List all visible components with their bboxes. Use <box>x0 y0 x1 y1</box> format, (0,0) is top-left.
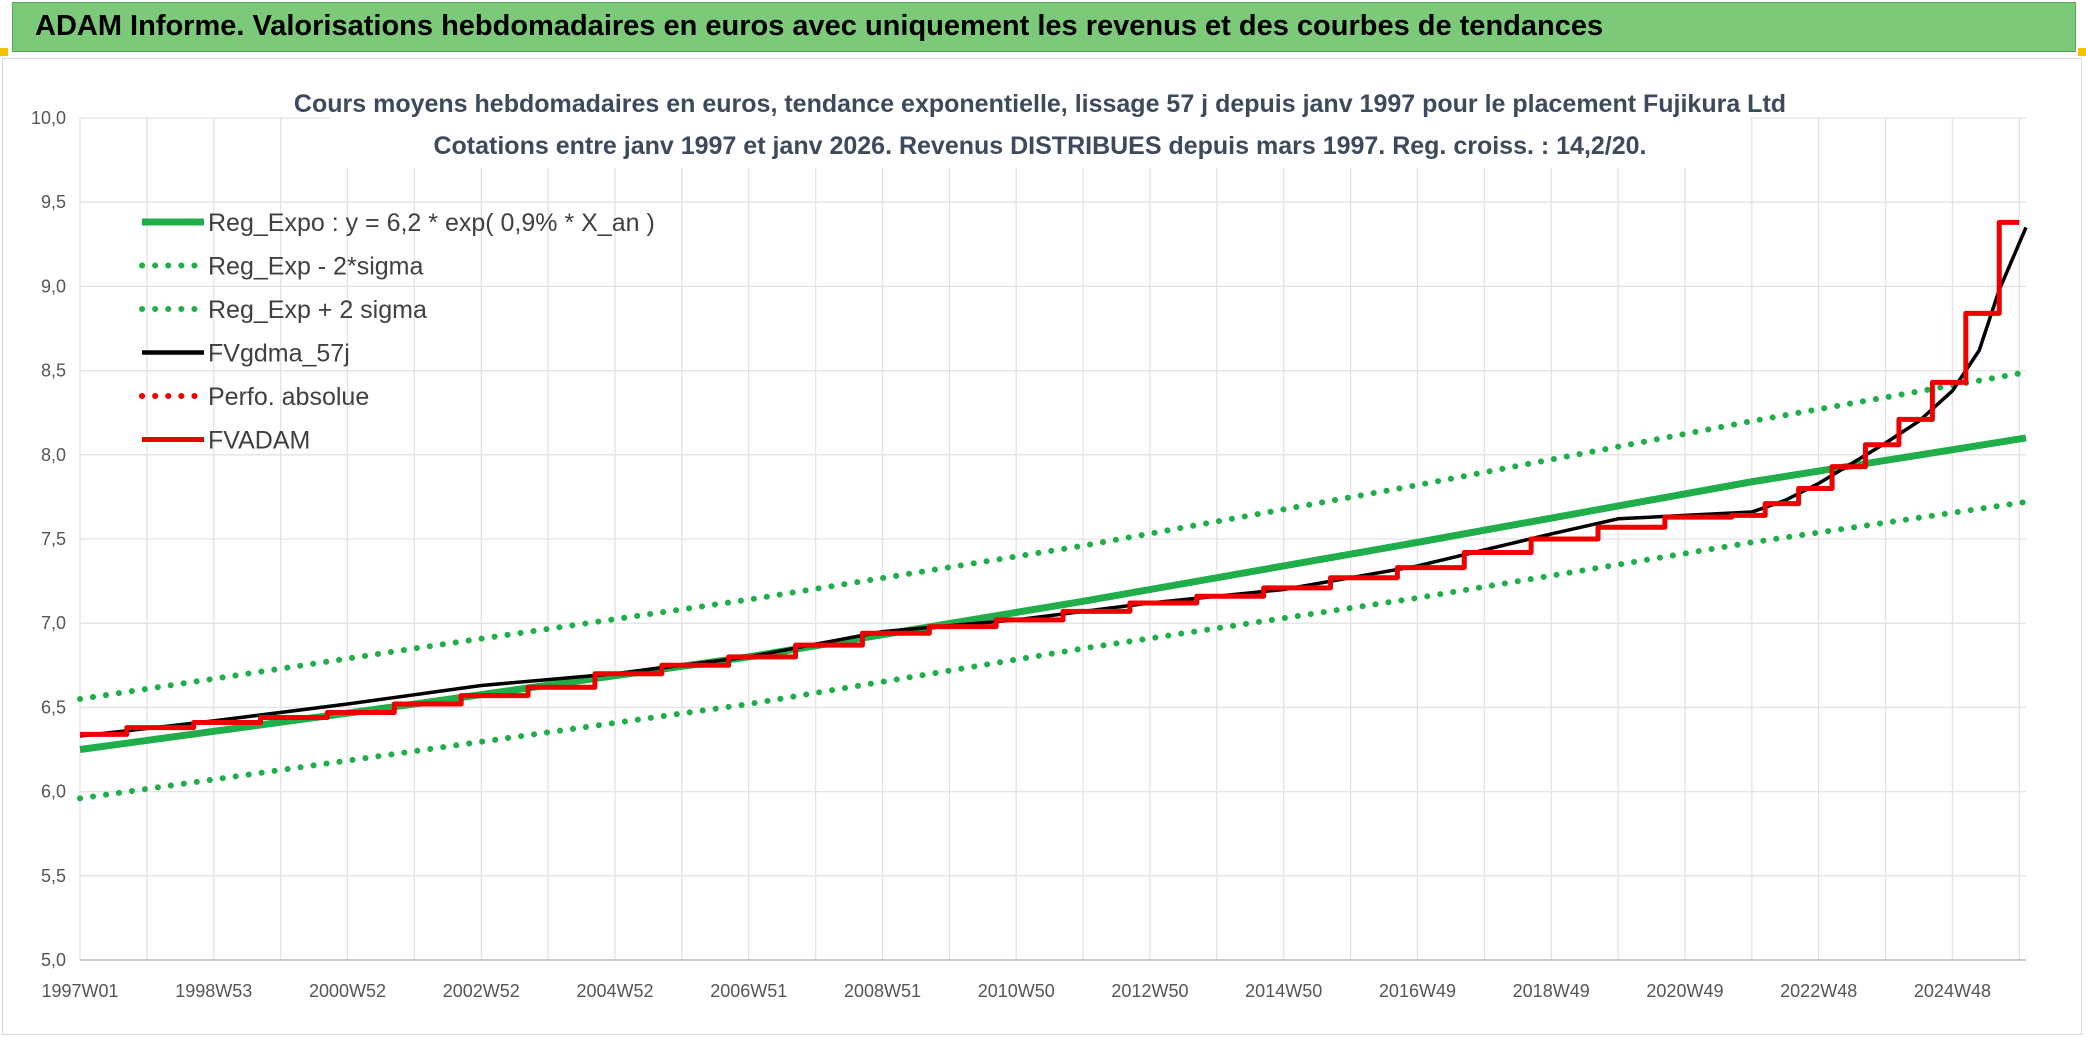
banner-title: ADAM Informe. Valorisations hebdomadaire… <box>35 10 1604 42</box>
x-tick-label: 2014W50 <box>1245 981 1322 1001</box>
x-tick-label: 2016W49 <box>1379 981 1456 1001</box>
x-tick-label: 2020W49 <box>1646 981 1723 1001</box>
series-line-1 <box>77 498 2029 802</box>
y-tick-label: 7,0 <box>41 613 66 633</box>
legend: Reg_Expo : y = 6,2 * exp( 0,9% * X_an ) R… <box>139 209 655 455</box>
x-tick-label: 2010W50 <box>978 981 1055 1001</box>
corner-marker-right <box>2078 48 2086 56</box>
y-tick-label: 6,0 <box>41 782 66 802</box>
series-line-0 <box>79 434 2027 753</box>
x-axis: 1997W01 1998W53 2000W52 2002W52 2004W52 2006W… <box>41 959 2026 1001</box>
legend-label: FVgdma_57j <box>208 340 350 368</box>
x-tick-label: 1997W01 <box>41 981 118 1001</box>
legend-label: Reg_Exp + 2 sigma <box>208 296 427 324</box>
x-tick-label: 2012W50 <box>1111 981 1188 1001</box>
y-tick-label: 5,5 <box>41 866 66 886</box>
title-background <box>330 84 1750 168</box>
y-tick-label: 6,5 <box>41 697 66 717</box>
y-tick-label: 8,5 <box>41 361 66 381</box>
x-tick-label: 2022W48 <box>1780 981 1857 1001</box>
y-tick-label: 10,0 <box>31 108 66 128</box>
y-tick-label: 9,5 <box>41 192 66 212</box>
legend-label: Reg_Exp - 2*sigma <box>208 253 423 281</box>
x-tick-label: 2004W52 <box>576 981 653 1001</box>
y-axis: 5,0 5,5 6,0 6,5 7,0 7,5 8,0 8,5 9,0 9,5 10,0 <box>31 108 66 970</box>
chart-subtitle: Cotations entre janv 1997 et janv 2026. … <box>433 132 1646 160</box>
chart-frame <box>2 58 2082 1035</box>
grid <box>79 117 2026 961</box>
x-tick-label: 2006W51 <box>710 981 787 1001</box>
series-line-5 <box>80 219 2020 737</box>
y-tick-label: 8,0 <box>41 445 66 465</box>
series <box>77 219 2029 802</box>
legend-label: Reg_Expo : y = 6,2 * exp( 0,9% * X_an ) <box>208 209 655 237</box>
series-line-2 <box>77 369 2029 702</box>
x-tick-label: 2018W49 <box>1513 981 1590 1001</box>
y-tick-label: 7,5 <box>41 529 66 549</box>
y-tick-label: 9,0 <box>41 276 66 296</box>
x-tick-label: 2024W48 <box>1914 981 1991 1001</box>
legend-label: FVADAM <box>208 427 310 455</box>
corner-marker-left <box>0 48 8 56</box>
chart-title: Cours moyens hebdomadaires en euros, ten… <box>294 90 1786 118</box>
legend-label: Perfo. absolue <box>208 383 369 411</box>
x-tick-label: 2000W52 <box>309 981 386 1001</box>
banner: ADAM Informe. Valorisations hebdomadaire… <box>12 2 2076 52</box>
x-tick-label: 1998W53 <box>175 981 252 1001</box>
x-tick-label: 2008W51 <box>844 981 921 1001</box>
y-tick-label: 5,0 <box>41 950 66 970</box>
x-tick-label: 2002W52 <box>443 981 520 1001</box>
